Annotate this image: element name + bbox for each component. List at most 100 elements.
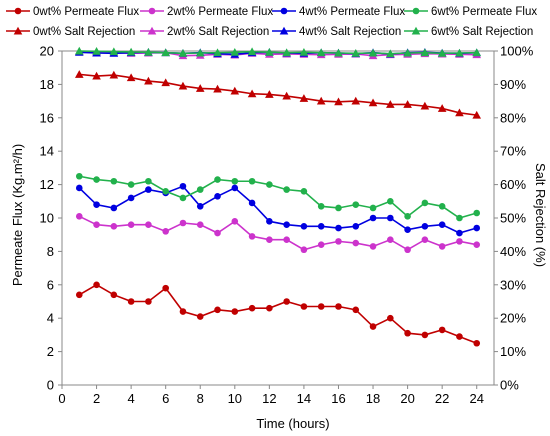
- data-point: [456, 214, 463, 222]
- series-6wt-permeate-flux: [75, 172, 481, 222]
- data-point: [231, 308, 239, 315]
- data-point: [455, 108, 464, 117]
- data-point: [231, 184, 239, 192]
- data-point: [214, 306, 221, 314]
- y-left-tick-label: 18: [40, 77, 54, 92]
- data-point: [196, 203, 204, 210]
- data-point: [75, 184, 83, 192]
- legend-label: 2wt% Permeate Flux: [167, 6, 273, 18]
- data-point: [231, 177, 239, 185]
- y-right-tick-label: 20%: [500, 311, 526, 326]
- data-point: [178, 81, 188, 90]
- y-right-tick-label: 0%: [500, 378, 519, 393]
- plot-area: [74, 46, 482, 347]
- y-left-tick-label: 12: [40, 177, 54, 192]
- data-point: [75, 172, 83, 180]
- data-point: [248, 199, 256, 207]
- y-right-tick-label: 90%: [500, 77, 526, 92]
- data-point: [279, 26, 289, 35]
- data-point: [178, 49, 188, 57]
- data-point: [317, 241, 325, 249]
- y-right-tick-label: 30%: [500, 277, 526, 292]
- x-tick-label: 12: [262, 391, 276, 406]
- data-point: [265, 90, 274, 98]
- data-point: [421, 223, 429, 230]
- x-tick-label: 24: [469, 391, 483, 406]
- data-point: [369, 243, 377, 250]
- data-point: [110, 204, 118, 212]
- y-axis-left-label: Permeate Flux (Kg.m²/h): [10, 144, 25, 286]
- data-point: [196, 221, 204, 228]
- data-point: [473, 241, 481, 249]
- series-6wt-salt-rejection: [74, 46, 482, 58]
- series-0wt-salt-rejection: [74, 70, 482, 119]
- x-tick-label: 0: [58, 391, 65, 406]
- data-point: [351, 96, 361, 105]
- data-point: [162, 284, 169, 292]
- data-point: [437, 49, 447, 57]
- data-point: [195, 48, 205, 57]
- data-point: [283, 298, 290, 305]
- series-line: [79, 175, 477, 219]
- data-point: [420, 48, 430, 57]
- data-point: [368, 98, 378, 107]
- y-right-tick-label: 50%: [500, 211, 526, 226]
- data-point: [334, 97, 343, 106]
- data-point: [145, 186, 152, 193]
- data-point: [456, 238, 463, 245]
- data-point: [369, 323, 377, 330]
- data-point: [387, 198, 394, 205]
- data-point: [411, 26, 421, 35]
- data-point: [404, 213, 411, 220]
- data-point: [110, 291, 118, 299]
- legend-entry: 4wt% Permeate Flux: [272, 6, 405, 18]
- data-point: [472, 48, 482, 57]
- series-line: [79, 50, 477, 55]
- data-point: [335, 303, 342, 310]
- y-left-tick-label: 0: [47, 378, 54, 393]
- x-tick-label: 6: [162, 391, 169, 406]
- axes: 0 2 4 6 8 10 12 14 16 18 20 22 24024681012141618200%…: [40, 44, 534, 407]
- data-point: [282, 48, 291, 57]
- data-point: [179, 182, 187, 190]
- series-4wt-permeate-flux: [75, 182, 481, 237]
- data-point: [93, 176, 100, 183]
- data-point: [412, 7, 420, 15]
- data-point: [75, 213, 83, 220]
- data-point: [404, 329, 411, 337]
- legend-label: 6wt% Salt Rejection: [431, 26, 533, 38]
- data-point: [456, 229, 463, 237]
- data-point: [126, 47, 136, 56]
- data-point: [300, 303, 308, 310]
- y-right-tick-label: 70%: [500, 144, 526, 159]
- y-left-tick-label: 10: [40, 211, 54, 226]
- x-tick-label: 22: [435, 391, 449, 406]
- data-point: [74, 46, 84, 55]
- series-line: [79, 73, 477, 116]
- data-point: [369, 214, 377, 222]
- data-point: [386, 100, 395, 108]
- legend-entry: 2wt% Salt Rejection: [140, 26, 269, 38]
- data-point: [92, 47, 101, 55]
- data-point: [248, 177, 256, 185]
- data-point: [387, 214, 394, 222]
- data-point: [127, 298, 135, 305]
- data-point: [317, 203, 325, 210]
- data-point: [438, 203, 446, 210]
- data-point: [438, 326, 446, 334]
- data-point: [196, 313, 204, 320]
- data-point: [300, 246, 308, 254]
- data-point: [93, 201, 100, 208]
- data-point: [387, 314, 394, 322]
- y-right-tick-label: 10%: [500, 344, 526, 359]
- data-point: [127, 221, 135, 228]
- data-point: [334, 48, 343, 57]
- data-point: [283, 186, 290, 193]
- data-point: [93, 281, 100, 289]
- data-point: [351, 49, 361, 57]
- data-point: [352, 223, 360, 230]
- data-point: [438, 243, 446, 250]
- data-point: [386, 49, 395, 58]
- data-point: [109, 70, 119, 79]
- y-left-tick-label: 14: [40, 144, 54, 159]
